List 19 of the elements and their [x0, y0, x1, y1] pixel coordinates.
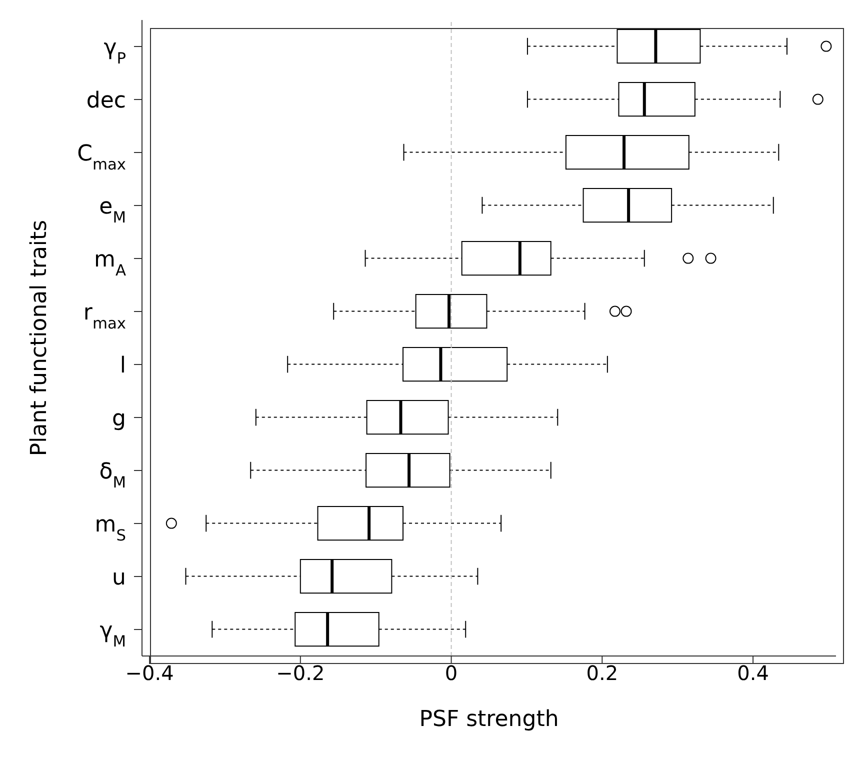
y-tick-label: m$_{S}$: [94, 512, 126, 544]
y-tick-label: e$_{M}$: [99, 194, 126, 226]
y-tick-label: γ$_{P}$: [104, 36, 126, 68]
x-tick-label: 0.4: [737, 661, 769, 686]
x-tick-label: 0.2: [586, 661, 618, 686]
y-tick-label: g: [112, 406, 126, 432]
y-tick-label: γ$_{M}$: [100, 618, 126, 650]
y-tick-label: r$_{max}$: [83, 300, 126, 332]
y-tick-label: u: [112, 566, 126, 590]
x-tick-label: 0: [444, 661, 458, 686]
x-tick-label: −0.2: [276, 661, 325, 686]
y-tick-label: m$_{A}$: [94, 248, 126, 280]
y-tick-label: C$_{max}$: [77, 142, 126, 174]
y-tick-label: dec: [86, 88, 126, 114]
y-axis-title: Plant functional traits: [26, 220, 52, 456]
y-tick-label: δ$_{M}$: [99, 460, 126, 492]
x-axis-title: PSF strength: [419, 707, 559, 732]
y-tick-label: l: [120, 354, 126, 378]
x-tick-label: −0.4: [125, 661, 174, 686]
